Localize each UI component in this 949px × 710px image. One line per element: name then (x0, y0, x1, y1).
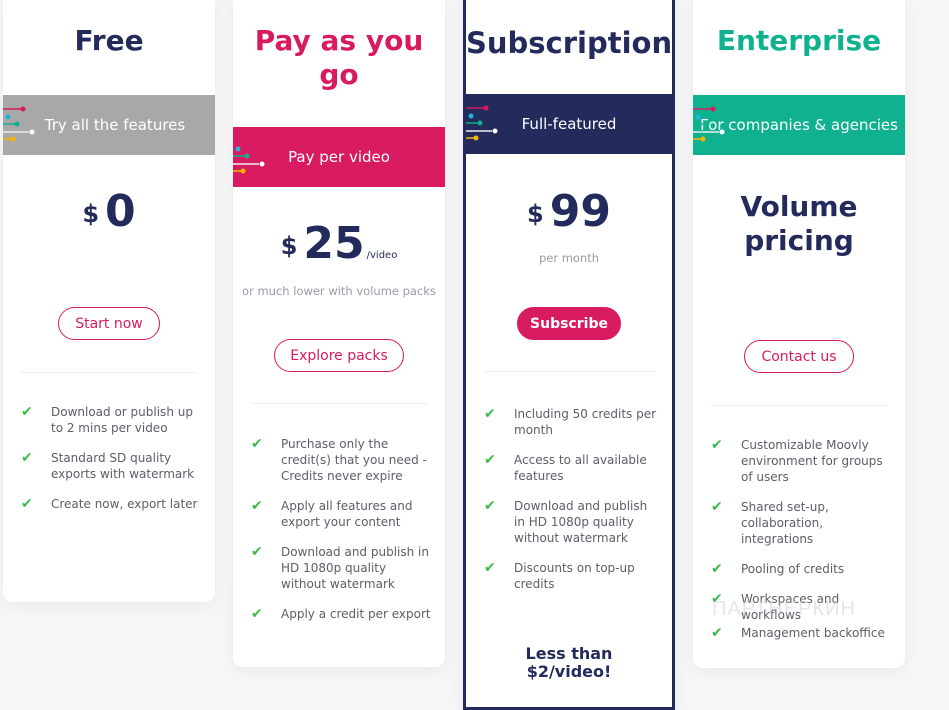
check-icon: ✔ (251, 544, 263, 560)
check-icon: ✔ (711, 591, 723, 607)
check-icon: ✔ (21, 404, 33, 420)
volume-pricing: Volume pricing (740, 190, 858, 257)
explore-packs-button[interactable]: Explore packs (274, 339, 404, 372)
list-item: ✔ Management backoffice (711, 625, 885, 641)
check-icon: ✔ (251, 436, 263, 452)
divider (484, 371, 654, 372)
list-item: ✔ Apply all features and export your cont… (251, 498, 413, 529)
plan-title: Pay as you go (254, 24, 424, 91)
decorative-lines-icon (233, 137, 266, 175)
feature-list: ✔ Including 50 credits per month ✔ Access … (484, 406, 660, 606)
feature-list: ✔ Download or publish up to 2 mins per vi… (21, 404, 203, 526)
check-icon: ✔ (711, 561, 723, 577)
check-icon: ✔ (711, 499, 723, 515)
decorative-lines-icon (3, 105, 36, 143)
list-item: ✔ Create now, export later (21, 496, 198, 512)
check-icon: ✔ (251, 498, 263, 514)
decorative-lines-icon (693, 105, 726, 143)
contact-us-button[interactable]: Contact us (744, 340, 854, 373)
plan-card-pay-as-you-go: Pay as you go Pay per video $25/video or… (233, 0, 445, 667)
plan-price: $0 (82, 186, 136, 237)
watermark: ПАРТНЕРКИН (712, 598, 856, 620)
plan-card-subscription: Subscription Full-featured $99 per month… (463, 0, 675, 710)
decorative-lines-icon (466, 104, 499, 142)
check-icon: ✔ (484, 406, 496, 422)
divider (21, 372, 197, 373)
list-item: ✔ Pooling of credits (711, 561, 845, 577)
list-item: ✔ Access to all available features (484, 452, 647, 483)
plan-title: Free (74, 24, 144, 57)
plan-band: Full-featured (466, 94, 672, 154)
subscribe-button[interactable]: Subscribe (517, 307, 621, 340)
list-item: ✔ Discounts on top-up credits (484, 560, 635, 591)
plan-band: For companies & agencies (693, 95, 905, 155)
check-icon: ✔ (484, 498, 496, 514)
plan-card-enterprise: Enterprise For companies & agencies Volu… (693, 0, 905, 668)
plan-price: $25/video (280, 218, 398, 269)
list-item: ✔ Download and publish in HD 1080p qualit… (251, 544, 429, 591)
plan-card-free: Free Try all the features $0 Start now ✔… (3, 0, 215, 602)
list-item: ✔ Download and publish in HD 1080p qualit… (484, 498, 648, 545)
list-item: ✔ Purchase only the credit(s) that you ne… (251, 436, 427, 483)
list-item: ✔ Download or publish up to 2 mins per vi… (21, 404, 193, 435)
plan-footer: Less than $2/video! (525, 644, 613, 681)
plan-price: $99 (527, 186, 611, 237)
start-now-button[interactable]: Start now (58, 307, 160, 340)
check-icon: ✔ (484, 560, 496, 576)
plan-subtitle: or much lower with volume packs (242, 284, 436, 298)
check-icon: ✔ (251, 606, 263, 622)
check-icon: ✔ (21, 450, 33, 466)
divider (251, 403, 427, 404)
plan-subtitle: per month (538, 251, 600, 265)
plan-band: Try all the features (3, 95, 215, 155)
list-item: ✔ Standard SD quality exports with waterm… (21, 450, 195, 481)
feature-list: ✔ Purchase only the credit(s) that you ne… (251, 436, 433, 636)
divider (711, 405, 887, 406)
list-item: ✔ Including 50 credits per month (484, 406, 657, 437)
plan-title: Subscription (466, 26, 673, 60)
plan-band: Pay per video (233, 127, 445, 187)
check-icon: ✔ (21, 496, 33, 512)
plan-title: Enterprise (716, 24, 882, 57)
check-icon: ✔ (711, 625, 723, 641)
list-item: ✔ Apply a credit per export (251, 606, 431, 622)
check-icon: ✔ (711, 437, 723, 453)
feature-list: ✔ Customizable Moovly environment for gro… (711, 437, 893, 655)
check-icon: ✔ (484, 452, 496, 468)
list-item: ✔ Shared set-up, collaboration, integrati… (711, 499, 829, 546)
list-item: ✔ Customizable Moovly environment for gro… (711, 437, 883, 484)
list-item: ✔ Workspaces and workflows (711, 591, 840, 622)
